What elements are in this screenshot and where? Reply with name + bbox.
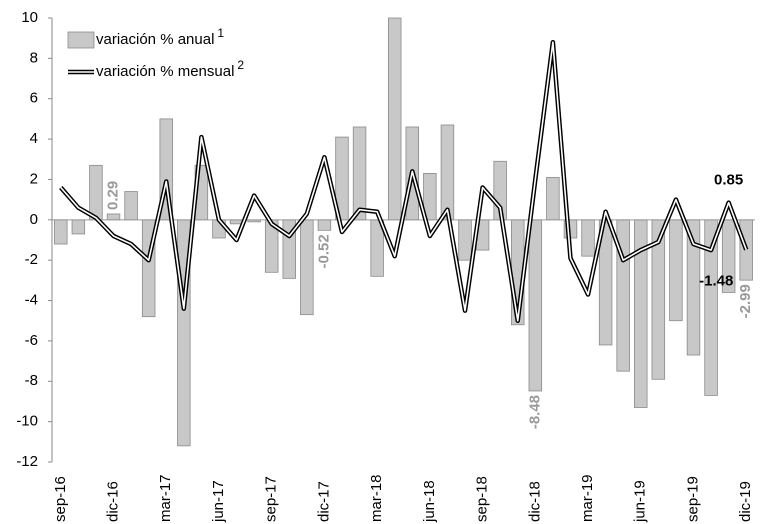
legend-swatch [67,31,95,49]
bar [71,219,86,235]
data-label: -2.99 [737,284,754,318]
y-tick-label: 8 [30,49,38,66]
bar [106,213,121,221]
y-tick-label: -8 [25,372,38,389]
y-tick-label: -12 [16,453,38,470]
x-tick-label: sep-17 [263,476,280,522]
bar [54,219,68,245]
x-tick-label: dic-18 [526,481,543,522]
data-label: 0.29 [104,181,121,210]
x-tick-label: dic-19 [737,481,754,522]
x-tick-label: sep-18 [474,476,491,522]
x-tick-label: mar-19 [579,474,596,522]
legend-label: variación % anual 1 [96,26,224,48]
bar [352,126,367,221]
y-tick-label: 4 [30,130,38,147]
bar [739,219,753,281]
bar [440,124,455,221]
y-tick-label: 6 [30,90,38,107]
bar [124,191,138,221]
x-tick-label: jun-18 [421,480,438,523]
bar [669,219,683,322]
x-tick-label: jun-19 [632,480,649,523]
y-tick-label: 0 [30,211,38,228]
y-tick-label: -2 [25,251,38,268]
x-tick-label: jun-17 [210,480,227,523]
bar [387,17,402,221]
x-tick-label: sep-19 [684,476,701,522]
data-label: -1.48 [699,273,733,290]
y-tick-label: -6 [25,332,38,349]
legend-name: variación % anual [96,31,214,48]
bar [317,219,332,231]
bar [458,219,472,261]
legend-label: variación % mensual 2 [96,58,244,80]
data-label: -0.52 [315,234,332,268]
legend-footnote: 1 [217,26,224,40]
y-tick-label: 2 [30,170,38,187]
x-tick-label: dic-17 [315,481,332,522]
line-inner [60,41,747,322]
legend-footnote: 2 [237,58,244,72]
data-label: -8.48 [526,395,543,429]
x-tick-label: mar-17 [157,474,174,522]
bar [528,219,543,392]
bar [89,164,103,221]
y-tick-label: -4 [25,292,38,309]
y-tick-label: 10 [21,9,38,26]
x-tick-label: mar-18 [368,474,385,522]
y-tick-label: -10 [16,413,38,430]
bar [581,219,595,257]
legend-name: variación % mensual [96,63,234,80]
x-tick-label: dic-16 [104,481,121,522]
bar [300,219,314,316]
data-label: 0.85 [714,172,743,189]
bar [546,177,560,221]
x-tick-label: sep-16 [52,476,69,522]
